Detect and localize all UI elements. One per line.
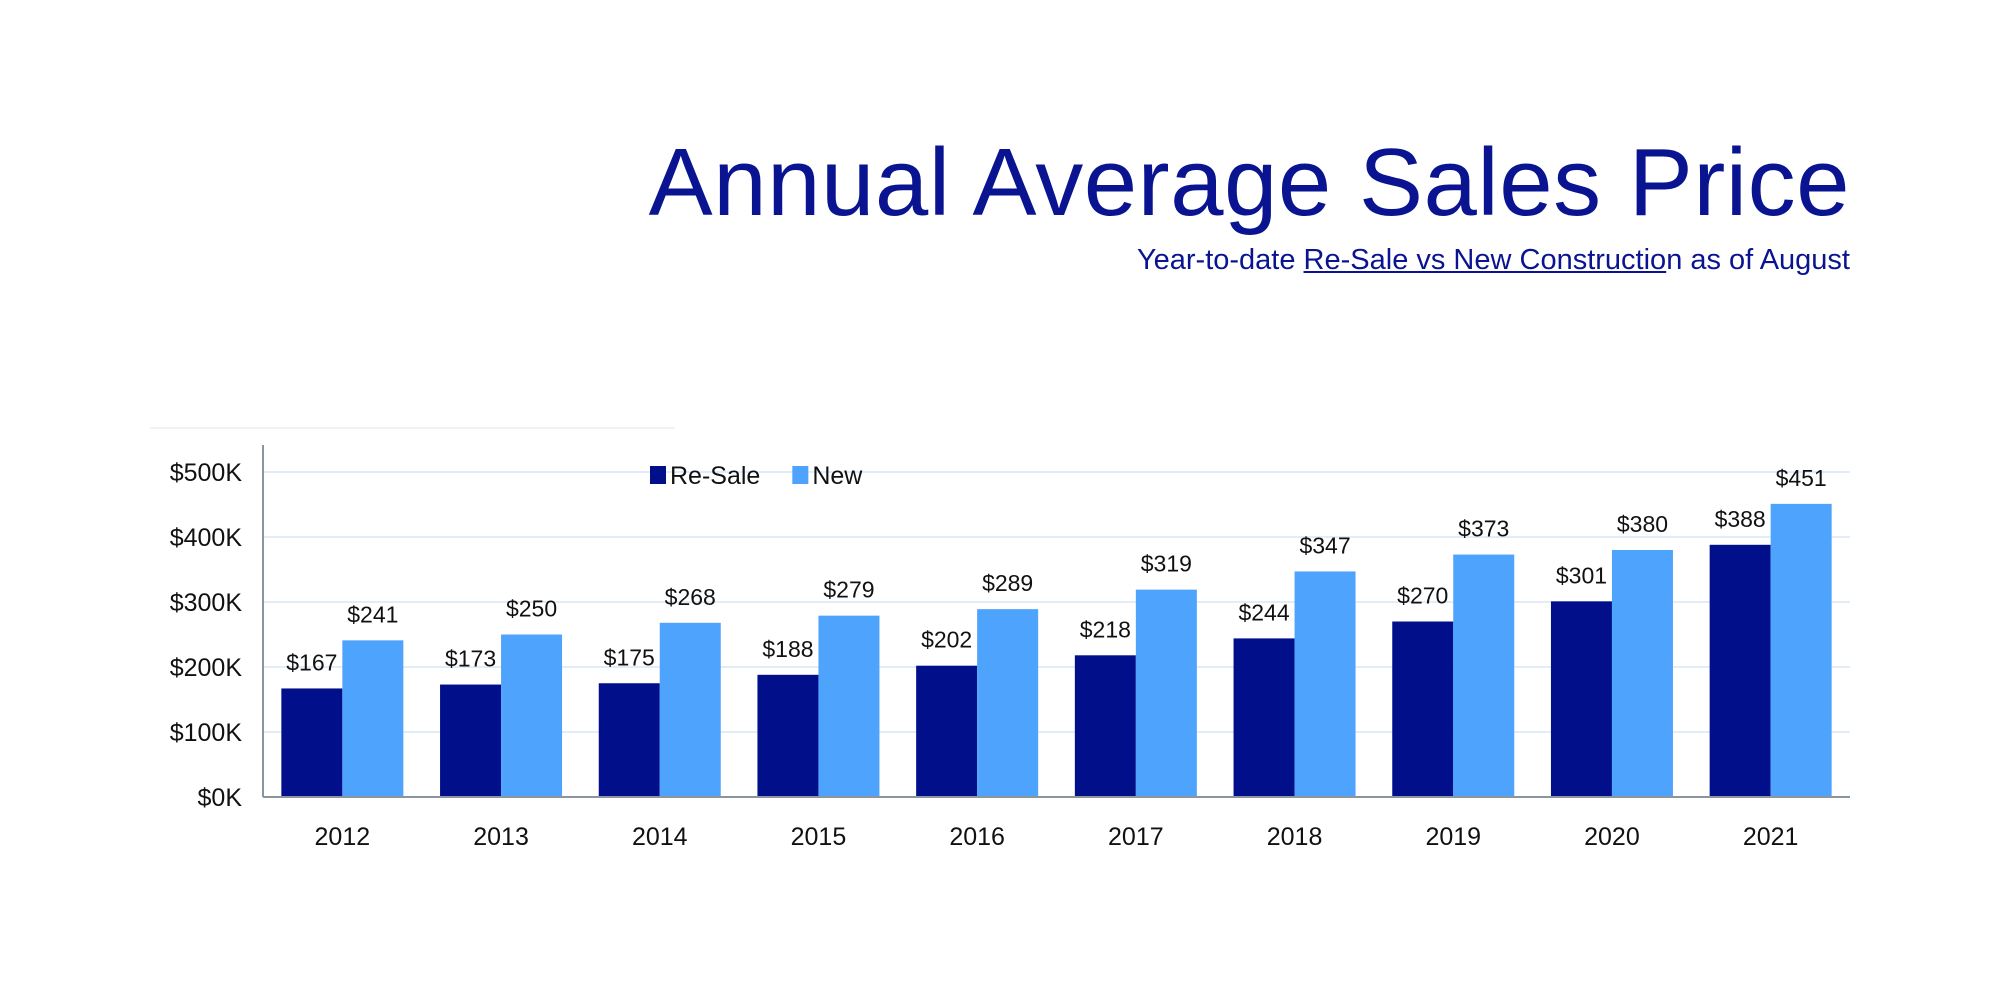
data-label: $289 (982, 570, 1033, 596)
x-tick-label: 2013 (473, 823, 529, 851)
data-label: $241 (347, 601, 398, 627)
data-label: $380 (1617, 511, 1668, 537)
bar-new-2017 (1135, 589, 1197, 797)
y-tick-label: $500K (170, 459, 243, 487)
data-label: $167 (286, 649, 337, 675)
bar-new-2019 (1453, 554, 1515, 797)
legend-swatch-re-sale (650, 466, 666, 484)
legend-swatch-new (792, 466, 809, 484)
bar-re-sale-2016 (916, 665, 978, 797)
x-tick-label: 2019 (1425, 823, 1481, 851)
data-label: $319 (1141, 551, 1192, 577)
x-tick-label: 2015 (791, 823, 847, 851)
x-tick-label: 2018 (1267, 823, 1323, 851)
data-label: $175 (604, 644, 655, 670)
bar-new-2012 (342, 640, 404, 797)
bar-new-2016 (977, 609, 1039, 797)
bar-re-sale-2020 (1550, 601, 1612, 797)
x-tick-label: 2016 (949, 823, 1005, 851)
subtitle-suffix: n as of August (1666, 244, 1850, 276)
y-tick-label: $100K (170, 719, 243, 747)
subtitle-underlined: Re-Sale vs New Constructio (1303, 244, 1667, 276)
data-label: $279 (823, 577, 874, 603)
bar-re-sale-2013 (440, 684, 502, 797)
bar-new-2021 (1770, 503, 1832, 797)
data-label: $373 (1458, 516, 1509, 542)
bar-new-2018 (1294, 571, 1356, 797)
x-tick-label: 2020 (1584, 823, 1640, 851)
data-label: $451 (1776, 465, 1827, 491)
bar-new-2014 (659, 622, 721, 797)
bar-re-sale-2012 (281, 688, 343, 797)
x-tick-label: 2021 (1743, 823, 1799, 851)
data-label: $347 (1299, 532, 1350, 558)
data-label: $173 (445, 646, 496, 672)
y-tick-label: $300K (170, 589, 243, 617)
bar-new-2015 (818, 615, 880, 797)
y-tick-label: $200K (170, 654, 243, 682)
data-label: $270 (1397, 583, 1448, 609)
bar-re-sale-2019 (1392, 621, 1454, 797)
bar-re-sale-2014 (598, 683, 660, 797)
data-label: $202 (921, 627, 972, 653)
data-label: $218 (1080, 616, 1131, 642)
bar-re-sale-2018 (1233, 638, 1295, 797)
data-label: $250 (506, 596, 557, 622)
bar-re-sale-2021 (1709, 544, 1771, 797)
y-tick-label: $400K (170, 524, 243, 552)
bar-re-sale-2015 (757, 674, 819, 797)
legend-label-new: New (812, 462, 863, 490)
x-tick-label: 2017 (1108, 823, 1164, 851)
bar-re-sale-2017 (1074, 655, 1136, 797)
chart-subtitle: Year-to-date Re-Sale vs New Construction… (1137, 244, 1850, 277)
data-label: $244 (1238, 599, 1289, 625)
bar-new-2013 (501, 634, 563, 797)
bar-new-2020 (1611, 550, 1673, 797)
data-label: $388 (1715, 506, 1766, 532)
data-label: $268 (665, 584, 716, 610)
legend-label-re-sale: Re-Sale (670, 462, 760, 490)
chart-title: Annual Average Sales Price (648, 129, 1850, 236)
data-label: $188 (762, 636, 813, 662)
x-tick-label: 2012 (315, 823, 371, 851)
x-tick-label: 2014 (632, 823, 688, 851)
data-label: $301 (1556, 562, 1607, 588)
subtitle-prefix: Year-to-date (1136, 244, 1304, 276)
y-tick-label: $0K (198, 784, 243, 812)
